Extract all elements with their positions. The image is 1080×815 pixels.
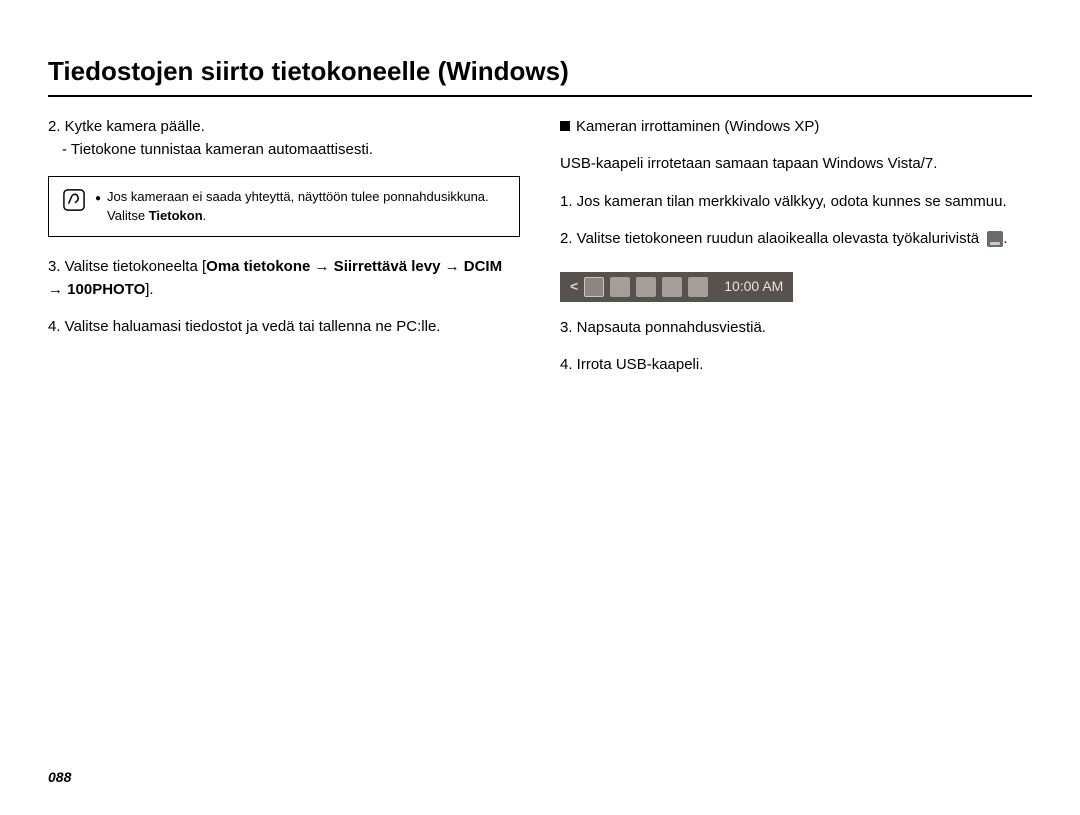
taskbar-chevron-icon: < xyxy=(570,276,578,298)
tray-display-icon xyxy=(636,277,656,297)
note-box: Jos kameraan ei saada yhteyttä, näyttöön… xyxy=(48,176,520,237)
left-step-3: 3. Valitse tietokoneelta [Oma tietokone … xyxy=(48,255,520,302)
right-heading: Kameran irrottaminen (Windows XP) xyxy=(560,115,1032,138)
tray-volume-icon xyxy=(662,277,682,297)
step-text: 2. Kytke kamera päälle. xyxy=(48,115,520,138)
content-columns: 2. Kytke kamera päälle. - Tietokone tunn… xyxy=(48,115,1032,390)
right-step-2: 2. Valitse tietokoneen ruudun alaoikeall… xyxy=(560,227,1032,250)
safely-remove-icon xyxy=(987,231,1003,247)
page-number: 088 xyxy=(48,769,71,785)
step-text: - Tietokone tunnistaa kameran automaatti… xyxy=(48,138,520,161)
taskbar-clock: 10:00 AM xyxy=(724,276,783,298)
left-step-2: 2. Kytke kamera päälle. - Tietokone tunn… xyxy=(48,115,520,162)
note-icon xyxy=(63,189,85,211)
square-bullet-icon xyxy=(560,121,570,131)
tray-network-icon xyxy=(610,277,630,297)
right-intro: USB-kaapeli irrotetaan samaan tapaan Win… xyxy=(560,152,1032,175)
tray-power-icon xyxy=(688,277,708,297)
right-step-3: 3. Napsauta ponnahdusviestiä. xyxy=(560,316,1032,339)
right-step-1: 1. Jos kameran tilan merkkivalo välkkyy,… xyxy=(560,190,1032,213)
right-step-4: 4. Irrota USB-kaapeli. xyxy=(560,353,1032,376)
page-title: Tiedostojen siirto tietokoneelle (Window… xyxy=(48,56,1032,97)
taskbar-image: < 10:00 AM xyxy=(560,272,793,302)
tray-usb-icon xyxy=(584,277,604,297)
left-step-4: 4. Valitse haluamasi tiedostot ja vedä t… xyxy=(48,315,520,338)
note-text: Jos kameraan ei saada yhteyttä, näyttöön… xyxy=(95,187,505,226)
left-column: 2. Kytke kamera päälle. - Tietokone tunn… xyxy=(48,115,520,390)
right-column: Kameran irrottaminen (Windows XP) USB-ka… xyxy=(560,115,1032,390)
